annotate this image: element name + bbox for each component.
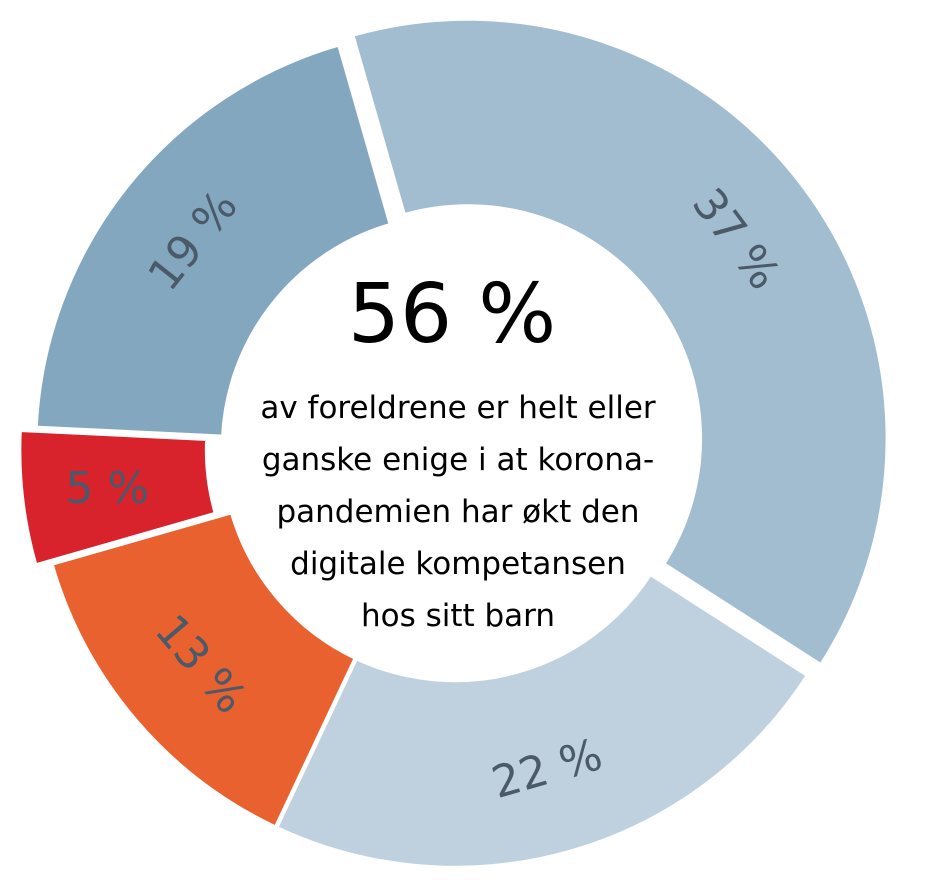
donut-slice-5: [33, 41, 394, 440]
center-text-line-4: digitale kompetansen: [290, 546, 626, 582]
donut-slices: [16, 16, 891, 871]
center-text-line-1: av foreldrene er helt eller: [260, 390, 656, 426]
donut-slice-4: [16, 427, 219, 569]
center-value: 56 %: [348, 267, 556, 362]
center-text-line-2: ganske enige i at korona-: [262, 442, 654, 478]
slice-label-4: 5 %: [65, 463, 149, 514]
donut-slice-1: [349, 16, 891, 669]
donut-hole: [223, 216, 687, 680]
center-text-line-5: hos sitt barn: [361, 598, 555, 634]
center-text-line-3: pandemien har økt den: [276, 494, 639, 530]
